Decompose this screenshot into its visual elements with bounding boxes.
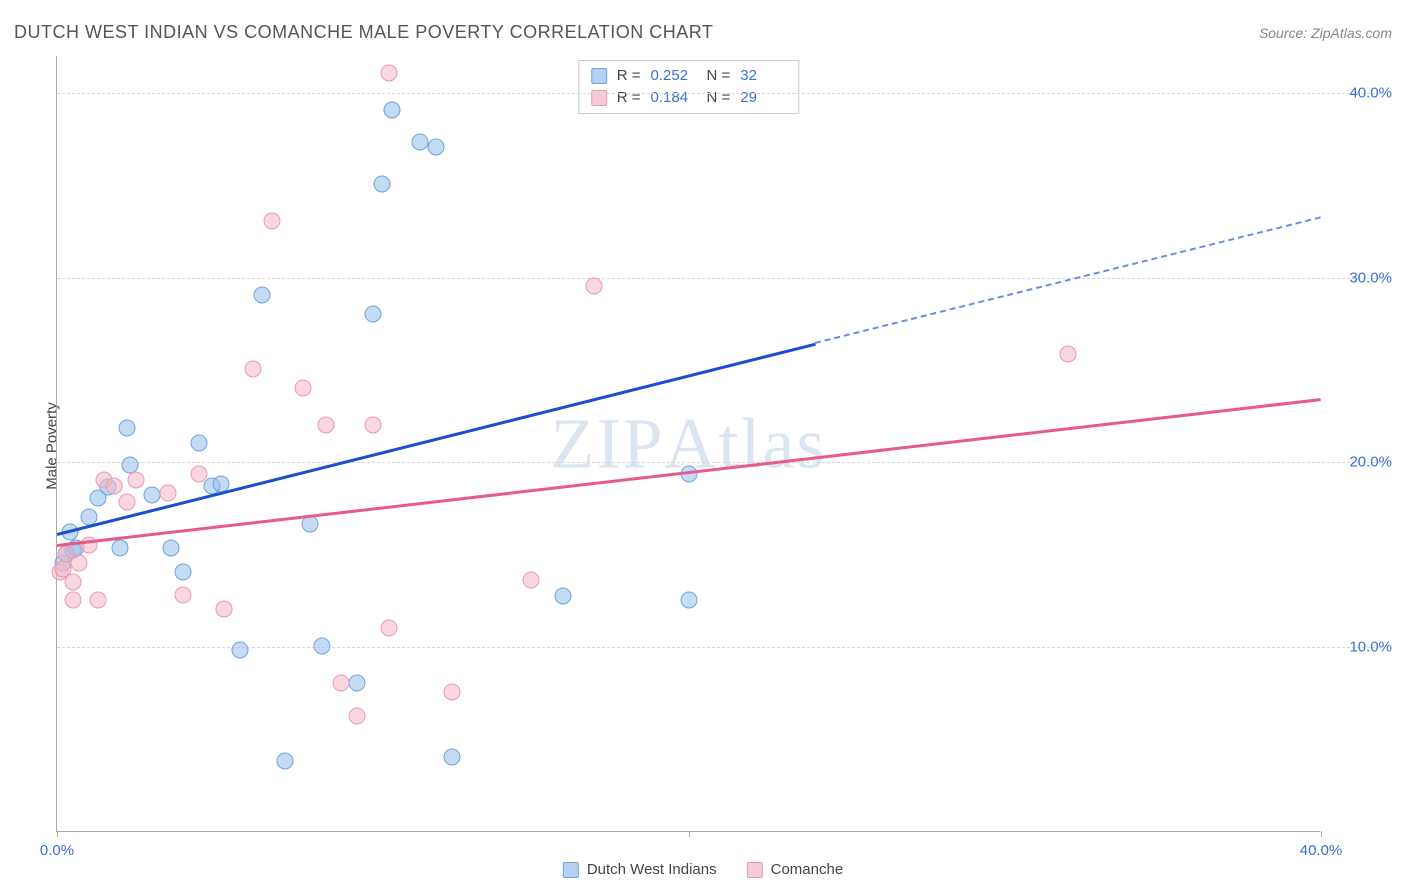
gridline-h xyxy=(57,647,1380,648)
scatter-point xyxy=(64,573,81,590)
watermark-zip: ZIP xyxy=(551,403,665,483)
trend-line xyxy=(815,217,1321,345)
r-label-1: R = xyxy=(617,87,641,109)
scatter-point xyxy=(71,555,88,572)
scatter-point xyxy=(1060,346,1077,363)
scatter-point xyxy=(554,588,571,605)
scatter-point xyxy=(276,752,293,769)
y-tick-label: 40.0% xyxy=(1326,84,1392,101)
scatter-point xyxy=(254,287,271,304)
legend-correlation: R = 0.252 N = 32 R = 0.184 N = 29 xyxy=(578,60,800,114)
scatter-point xyxy=(383,102,400,119)
swatch-series-0-icon xyxy=(591,68,607,84)
scatter-point xyxy=(143,486,160,503)
scatter-point xyxy=(314,638,331,655)
gridline-h xyxy=(57,278,1380,279)
scatter-point xyxy=(118,494,135,511)
scatter-point xyxy=(232,641,249,658)
scatter-point xyxy=(301,516,318,533)
n-label-0: N = xyxy=(707,65,731,87)
scatter-point xyxy=(523,571,540,588)
scatter-point xyxy=(118,420,135,437)
scatter-point xyxy=(263,213,280,230)
scatter-point xyxy=(191,435,208,452)
scatter-point xyxy=(374,176,391,193)
plot-area: ZIPAtlas R = 0.252 N = 32 R = 0.184 N = … xyxy=(56,56,1320,832)
scatter-point xyxy=(365,305,382,322)
x-tick xyxy=(57,831,58,837)
scatter-point xyxy=(175,564,192,581)
r-value-1: 0.184 xyxy=(651,87,697,109)
gridline-h xyxy=(57,93,1380,94)
trend-line xyxy=(57,398,1321,546)
n-value-0: 32 xyxy=(740,65,786,87)
legend-series: Dutch West Indians Comanche xyxy=(563,861,843,878)
n-label-1: N = xyxy=(707,87,731,109)
scatter-point xyxy=(412,133,429,150)
scatter-point xyxy=(349,675,366,692)
legend-row-1: R = 0.184 N = 29 xyxy=(591,87,787,109)
legend-label-0: Dutch West Indians xyxy=(587,861,717,878)
x-tick xyxy=(1321,831,1322,837)
swatch-series-1-bottom-icon xyxy=(747,862,763,878)
scatter-point xyxy=(681,592,698,609)
x-tick xyxy=(689,831,690,837)
gridline-h xyxy=(57,462,1380,463)
scatter-point xyxy=(64,592,81,609)
legend-label-1: Comanche xyxy=(771,861,844,878)
n-value-1: 29 xyxy=(740,87,786,109)
scatter-point xyxy=(586,277,603,294)
legend-item-0: Dutch West Indians xyxy=(563,861,717,878)
scatter-point xyxy=(90,592,107,609)
scatter-point xyxy=(380,65,397,82)
scatter-point xyxy=(380,619,397,636)
r-label-0: R = xyxy=(617,65,641,87)
scatter-point xyxy=(112,540,129,557)
trend-line xyxy=(57,342,816,535)
x-tick-label: 40.0% xyxy=(1300,842,1343,859)
scatter-point xyxy=(681,466,698,483)
header: DUTCH WEST INDIAN VS COMANCHE MALE POVER… xyxy=(14,22,1392,43)
y-tick-label: 20.0% xyxy=(1326,454,1392,471)
scatter-point xyxy=(295,379,312,396)
scatter-point xyxy=(162,540,179,557)
scatter-point xyxy=(159,484,176,501)
scatter-point xyxy=(175,586,192,603)
y-tick-label: 10.0% xyxy=(1326,639,1392,656)
scatter-point xyxy=(191,466,208,483)
source-label: Source: ZipAtlas.com xyxy=(1259,25,1392,41)
r-value-0: 0.252 xyxy=(651,65,697,87)
legend-row-0: R = 0.252 N = 32 xyxy=(591,65,787,87)
scatter-point xyxy=(428,139,445,156)
scatter-point xyxy=(216,601,233,618)
scatter-point xyxy=(444,684,461,701)
scatter-point xyxy=(333,675,350,692)
y-tick-label: 30.0% xyxy=(1326,269,1392,286)
scatter-point xyxy=(128,471,145,488)
legend-item-1: Comanche xyxy=(747,861,844,878)
scatter-point xyxy=(365,416,382,433)
scatter-point xyxy=(244,361,261,378)
scatter-point xyxy=(444,749,461,766)
chart-title: DUTCH WEST INDIAN VS COMANCHE MALE POVER… xyxy=(14,22,713,43)
scatter-point xyxy=(105,477,122,494)
x-tick-label: 0.0% xyxy=(40,842,74,859)
swatch-series-0-bottom-icon xyxy=(563,862,579,878)
plot-inner: ZIPAtlas R = 0.252 N = 32 R = 0.184 N = … xyxy=(57,56,1320,831)
scatter-point xyxy=(317,416,334,433)
scatter-point xyxy=(349,708,366,725)
